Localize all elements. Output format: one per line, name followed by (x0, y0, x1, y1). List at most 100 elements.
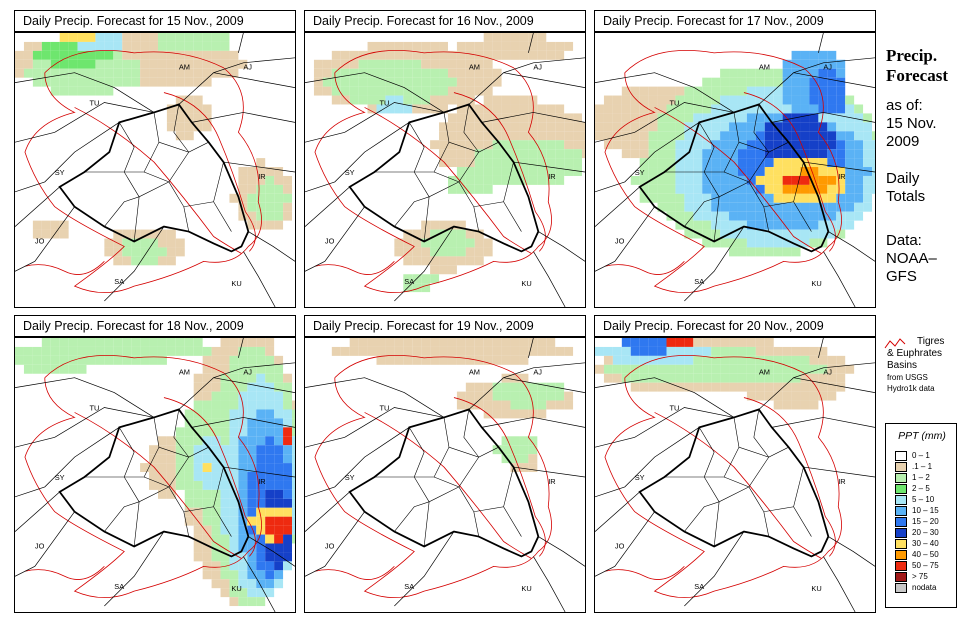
province-border (684, 501, 720, 532)
country-border (394, 226, 455, 302)
country-border (191, 417, 295, 428)
precip-map-graphic: AM AJ TU SY IR JO SA KU (305, 338, 585, 612)
country-border (758, 362, 875, 410)
precip-map: AM AJ TU SY IR JO SA KU (14, 337, 296, 613)
totals-label: Totals (886, 188, 926, 205)
legend-swatch (895, 572, 907, 582)
forecast-panel-18nov: Daily Precip. Forecast for 18 Nov., 2009… (14, 315, 296, 613)
precip-map: AM AJ TU SY IR JO SA KU (594, 337, 876, 613)
legend-swatch (895, 495, 907, 505)
country-label-aj: AJ (823, 368, 832, 377)
country-label-jo: JO (35, 541, 45, 550)
legend-item: 2 – 5 (895, 484, 955, 495)
province-border (423, 501, 430, 547)
iraq-border (348, 103, 540, 253)
country-border (248, 536, 295, 567)
country-label-sy: SY (345, 473, 355, 482)
panel-title: Daily Precip. Forecast for 15 Nov., 2009 (14, 10, 296, 32)
country-border (481, 417, 585, 428)
province-border (703, 476, 750, 503)
iraq-border (348, 408, 540, 558)
country-border (468, 362, 585, 410)
country-label-tu: TU (89, 98, 99, 107)
legend-item: 5 – 10 (895, 495, 955, 506)
iraq-border (58, 103, 250, 253)
basin-boundary (364, 412, 532, 559)
basin-boundary (654, 107, 822, 254)
country-label-jo: JO (615, 236, 625, 245)
province-border (763, 206, 770, 232)
country-border (15, 206, 75, 272)
country-label-sy: SY (55, 168, 65, 177)
country-label-jo: JO (325, 236, 335, 245)
province-border (753, 104, 769, 153)
legend-swatch (895, 561, 907, 571)
legend-label: 10 – 15 (912, 506, 939, 515)
legend-label: 30 – 40 (912, 539, 939, 548)
province-border (738, 446, 789, 458)
legend-item: 30 – 40 (895, 539, 955, 550)
basin-line-5: Hydro1k data (887, 384, 935, 393)
legend-item: > 75 (895, 572, 955, 583)
legend-swatch (895, 550, 907, 560)
country-border (823, 251, 856, 307)
basin-boundary (314, 355, 552, 599)
country-border (178, 362, 295, 410)
country-label-am: AM (469, 368, 480, 377)
legend-title: PPT (mm) (898, 430, 946, 442)
country-border (213, 377, 295, 393)
province-border (414, 417, 450, 478)
daily-label: Daily (886, 170, 920, 187)
country-border (243, 556, 276, 612)
country-border (595, 491, 640, 532)
country-border (828, 536, 875, 567)
legend-item: 10 – 15 (895, 506, 955, 517)
basin-boundary (24, 355, 262, 599)
panel-title: Daily Precip. Forecast for 17 Nov., 2009 (594, 10, 876, 32)
province-border (463, 409, 479, 458)
legend-label: 20 – 30 (912, 528, 939, 537)
legend-item: .1 – 1 (895, 462, 955, 473)
province-border (413, 476, 460, 503)
province-border (503, 506, 522, 537)
country-border (803, 161, 875, 173)
province-border (119, 122, 135, 173)
country-border (191, 112, 295, 123)
province-border (213, 201, 232, 232)
province-border (458, 466, 514, 513)
country-label-am: AM (179, 368, 190, 377)
province-border (143, 151, 190, 183)
basin-legend-text: Tigres & Euphrates Basins from USGS Hydr… (887, 336, 953, 394)
country-border (223, 466, 295, 478)
province-border (713, 196, 720, 242)
province-border (699, 427, 715, 478)
legend-swatch (895, 473, 907, 483)
country-border (793, 72, 875, 88)
country-border (793, 377, 875, 393)
province-border (713, 501, 720, 547)
basin-line-1: Tigres (917, 336, 945, 347)
country-label-am: AM (759, 368, 770, 377)
basin-boundary (743, 397, 836, 557)
country-border (305, 72, 445, 113)
daily-totals-text: Daily Totals (886, 170, 925, 206)
basin-boundary (604, 50, 842, 294)
country-border (684, 531, 745, 607)
country-label-aj: AJ (533, 368, 542, 377)
province-border (748, 161, 804, 208)
panel-title: Daily Precip. Forecast for 16 Nov., 2009 (304, 10, 586, 32)
basin-line-icon (884, 338, 906, 349)
country-label-am: AM (179, 63, 190, 72)
province-border (133, 196, 140, 242)
legend-label: 50 – 75 (912, 561, 939, 570)
country-label-ku: KU (811, 279, 821, 288)
sidebar-title: Precip. Forecast (886, 46, 948, 86)
country-label-tu: TU (89, 403, 99, 412)
country-border (305, 407, 445, 448)
precip-map-graphic: AM AJ TU SY IR JO SA KU (15, 338, 295, 612)
country-border (595, 427, 700, 498)
province-border (748, 466, 804, 513)
forecast-panel-19nov: Daily Precip. Forecast for 19 Nov., 2009… (304, 315, 586, 613)
province-border (704, 112, 740, 173)
legend-label: > 75 (912, 572, 928, 581)
